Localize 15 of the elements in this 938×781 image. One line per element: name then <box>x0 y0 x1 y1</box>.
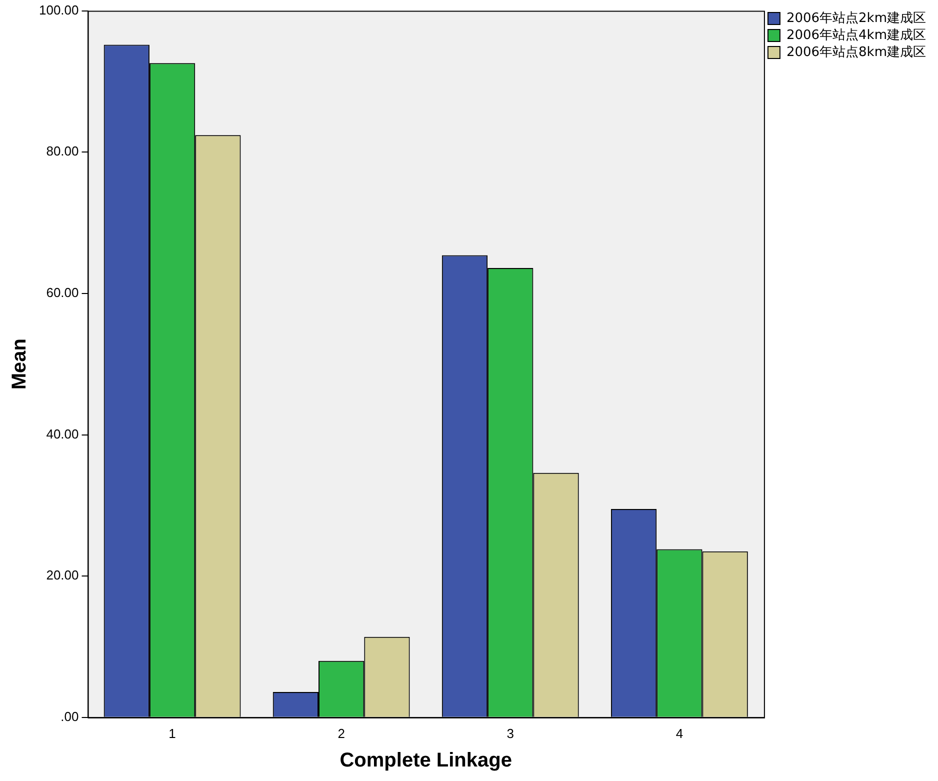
legend-label: 2006年站点4km建成区 <box>786 28 926 43</box>
x-tick-label: 2 <box>338 726 345 741</box>
legend-label: 2006年站点2km建成区 <box>786 10 926 26</box>
y-tick-label: 20.00 <box>46 568 79 583</box>
x-tick-label: 3 <box>506 726 514 741</box>
y-axis-title: Mean <box>8 338 31 390</box>
y-tick-label: 40.00 <box>46 426 79 442</box>
y-tick-label: 60.00 <box>46 285 79 300</box>
legend-label: 2006年站点8km建成区 <box>786 44 926 60</box>
y-tick-label: .00 <box>60 708 79 724</box>
y-tick-label: 80.00 <box>46 144 79 159</box>
x-tick-label: 4 <box>676 726 684 741</box>
x-axis-title: Complete Linkage <box>340 750 512 772</box>
y-tick-label: 100.00 <box>38 2 79 18</box>
x-tick-label: 1 <box>168 726 176 741</box>
